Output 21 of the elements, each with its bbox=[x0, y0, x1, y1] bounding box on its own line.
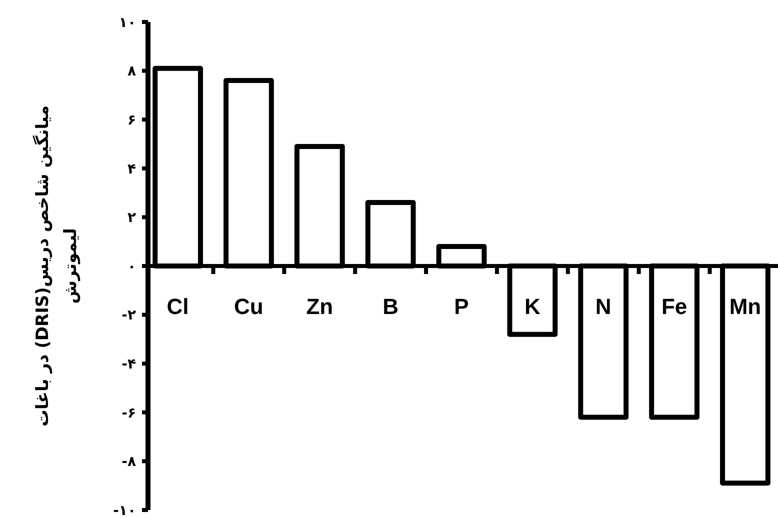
x-tick-label: Zn bbox=[306, 294, 334, 319]
y-tick-label: ۸ bbox=[127, 64, 136, 80]
x-tick-label: Fe bbox=[661, 294, 688, 319]
x-tick-label: Mn bbox=[729, 294, 762, 319]
y-tick-label: -۱۰ bbox=[113, 502, 136, 517]
y-tick-label: ۲ bbox=[127, 210, 136, 226]
y-tick-label: ۶ bbox=[127, 112, 136, 128]
x-tick-label: N bbox=[595, 294, 612, 319]
y-tick-label: ۴ bbox=[127, 161, 136, 178]
y-tick-label: -۸ bbox=[122, 454, 136, 470]
y-tick-label: -۶ bbox=[122, 405, 136, 422]
x-tick-label: P bbox=[454, 294, 469, 319]
x-tick-label: K bbox=[524, 294, 540, 319]
x-tick-label: B bbox=[382, 294, 399, 319]
x-tick-label: Cu bbox=[234, 294, 264, 319]
y-tick-label: ۰ bbox=[127, 258, 136, 275]
y-axis-title: میانگین شاخص دریس(DRIS) در باغات لیموترش bbox=[32, 105, 81, 427]
x-tick-label: Cl bbox=[166, 294, 189, 319]
y-tick-label: ۱۰ bbox=[118, 14, 136, 31]
y-tick-label: -۲ bbox=[122, 308, 136, 324]
y-tick-label: -۴ bbox=[122, 356, 136, 372]
